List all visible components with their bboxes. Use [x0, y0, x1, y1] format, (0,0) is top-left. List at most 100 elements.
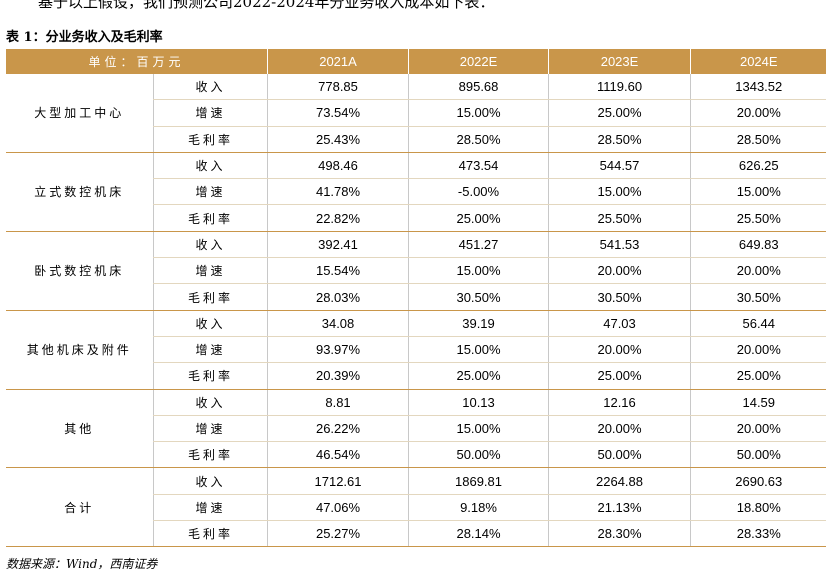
table-row: 卧式数控机床 收入 392.41 451.27 541.53 649.83: [5, 231, 826, 311]
table-row: 立式数控机床 收入 498.46 473.54 544.57 626.25: [5, 152, 826, 232]
value-cell: 15.00%: [690, 178, 826, 206]
table-row: 其他 收入 8.81 10.13 12.16 14.59: [5, 389, 826, 469]
value-cell: 14.59: [690, 389, 826, 416]
value-cell: 56.44: [690, 310, 826, 337]
value-cell: 1712.61: [267, 467, 409, 495]
value-cell: 18.80%: [690, 494, 826, 522]
table-row: 增速 41.78% -5.00% 15.00% 15.00%: [6, 178, 826, 206]
table-row: 其他机床及附件 收入 34.08 39.19 47.03 56.44: [5, 310, 826, 390]
header-row: 单位：百万元 2021A 2022E 2023E 2024E: [4, 49, 826, 74]
value-cell: 25.00%: [548, 99, 691, 127]
value-cell: 25.00%: [408, 204, 549, 232]
value-cell: 20.00%: [690, 336, 826, 364]
value-cell: 93.97%: [267, 336, 409, 364]
value-cell: 20.00%: [690, 257, 826, 285]
value-cell: 47.06%: [267, 494, 409, 522]
table-caption: 表 1：分业务收入及毛利率: [6, 30, 163, 45]
table-row: 增速 93.97% 15.00% 20.00% 20.00%: [6, 336, 826, 364]
value-cell: 10.13: [408, 389, 549, 416]
value-cell: 15.00%: [548, 178, 691, 206]
table-row: 毛利率 25.27% 28.14% 28.30% 28.33%: [6, 520, 826, 548]
row-label: 收入: [152, 467, 268, 495]
row-label: 收入: [152, 310, 268, 337]
value-cell: 2690.63: [690, 467, 826, 495]
value-cell: 2264.88: [548, 467, 691, 495]
header-cell: 单位：百万元: [4, 49, 268, 74]
value-cell: 28.30%: [548, 520, 691, 548]
value-cell: 50.00%: [690, 441, 826, 469]
value-cell: 25.00%: [548, 362, 691, 390]
value-cell: 39.19: [408, 310, 549, 337]
value-cell: 50.00%: [548, 441, 691, 469]
value-cell: 12.16: [548, 389, 691, 416]
header-cell: 2022E: [408, 49, 549, 74]
value-cell: 30.50%: [548, 283, 691, 311]
row-label: 收入: [152, 389, 268, 416]
value-cell: 15.00%: [408, 415, 549, 443]
value-cell: 28.50%: [690, 126, 826, 153]
table-row: 增速 47.06% 9.18% 21.13% 18.80%: [6, 494, 826, 522]
row-label: 收入: [152, 74, 268, 101]
group-name: 卧式数控机床: [5, 231, 154, 311]
group-name: 立式数控机床: [5, 152, 154, 232]
row-label: 毛利率: [152, 362, 268, 390]
value-cell: 28.33%: [690, 520, 826, 548]
value-cell: 20.00%: [548, 257, 691, 285]
value-cell: 1119.60: [548, 74, 691, 101]
table-body: 大型加工中心 收入 778.85 895.68 1119.60 1343.52 增速 73.5…: [5, 74, 826, 548]
value-cell: 20.00%: [548, 336, 691, 364]
table-row: 毛利率 22.82% 25.00% 25.50% 25.50%: [6, 204, 826, 232]
value-cell: 9.18%: [408, 494, 549, 522]
value-cell: 392.41: [267, 231, 409, 259]
value-cell: 541.53: [548, 231, 691, 259]
value-cell: 50.00%: [408, 441, 549, 469]
value-cell: 41.78%: [267, 178, 409, 206]
value-cell: 34.08: [267, 310, 409, 337]
value-cell: 20.00%: [690, 415, 826, 443]
value-cell: 28.03%: [267, 283, 409, 311]
value-cell: 20.39%: [267, 362, 409, 390]
row-label: 增速: [152, 99, 268, 127]
group-name: 大型加工中心: [5, 74, 154, 153]
row-label: 增速: [152, 178, 268, 206]
header-cell: 2021A: [267, 49, 409, 74]
value-cell: 25.50%: [690, 204, 826, 232]
value-cell: 20.00%: [548, 415, 691, 443]
value-cell: 25.50%: [548, 204, 691, 232]
row-label: 毛利率: [152, 204, 268, 232]
value-cell: 25.43%: [267, 126, 409, 153]
value-cell: 30.50%: [408, 283, 549, 311]
value-cell: 25.27%: [267, 520, 409, 548]
row-label: 毛利率: [152, 520, 268, 548]
table-row: 毛利率 25.43% 28.50% 28.50% 28.50%: [6, 126, 826, 153]
row-label: 增速: [152, 336, 268, 364]
value-cell: 498.46: [267, 152, 409, 180]
header-cell: 2024E: [690, 49, 826, 74]
value-cell: 1343.52: [690, 74, 826, 101]
value-cell: 28.50%: [408, 126, 549, 153]
value-cell: 15.54%: [267, 257, 409, 285]
table-row: 增速 15.54% 15.00% 20.00% 20.00%: [6, 257, 826, 285]
table-row: 增速 73.54% 15.00% 25.00% 20.00%: [6, 99, 826, 127]
value-cell: 451.27: [408, 231, 549, 259]
header-cell: 2023E: [548, 49, 691, 74]
value-cell: 73.54%: [267, 99, 409, 127]
value-cell: 28.14%: [408, 520, 549, 548]
value-cell: 25.00%: [690, 362, 826, 390]
value-cell: 25.00%: [408, 362, 549, 390]
row-label: 毛利率: [152, 283, 268, 311]
row-label: 毛利率: [152, 441, 268, 469]
value-cell: 8.81: [267, 389, 409, 416]
row-label: 增速: [152, 257, 268, 285]
value-cell: 22.82%: [267, 204, 409, 232]
value-cell: 46.54%: [267, 441, 409, 469]
value-cell: 778.85: [267, 74, 409, 101]
value-cell: 1869.81: [408, 467, 549, 495]
value-cell: 28.50%: [548, 126, 691, 153]
value-cell: 473.54: [408, 152, 549, 180]
group-name: 其他: [5, 389, 154, 469]
table-row: 合计 收入 1712.61 1869.81 2264.88 2690.63: [5, 467, 826, 548]
source-note: 数据来源：Wind，西南证券: [6, 557, 158, 571]
value-cell: 895.68: [408, 74, 549, 101]
